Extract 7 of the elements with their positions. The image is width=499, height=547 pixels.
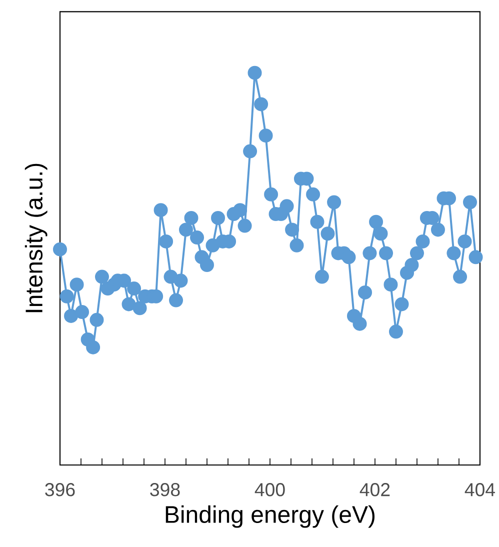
x-tick-label: 404 [464, 483, 495, 496]
x-tick-label: 396 [45, 483, 75, 496]
y-axis-title: Intensity (a.u.) [24, 164, 48, 312]
x-axis-title: Binding energy (eV) [166, 505, 374, 528]
x-tick-label: 400 [254, 483, 285, 496]
x-tick-label: 398 [150, 483, 180, 496]
x-tick-label: 402 [360, 483, 390, 496]
